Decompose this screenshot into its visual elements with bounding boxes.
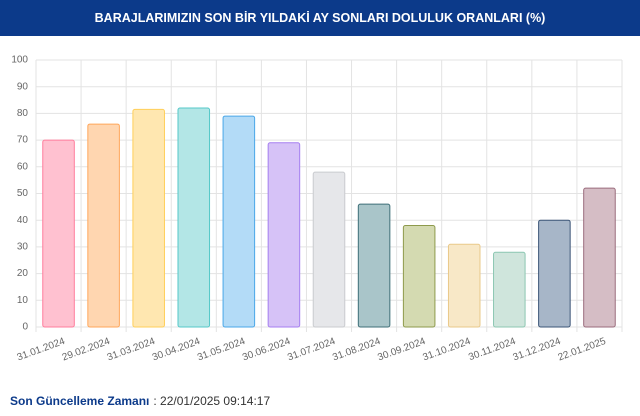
bar [493, 251, 526, 328]
y-tick-label: 20 [17, 268, 29, 279]
bar [42, 139, 75, 328]
bar [312, 171, 346, 328]
x-tick-label: 30.09.2024 [376, 336, 427, 364]
y-tick-label: 90 [17, 81, 29, 92]
y-tick-label: 60 [17, 161, 29, 172]
y-tick-label: 0 [22, 322, 28, 333]
footer: Son Güncelleme Zamanı: 22/01/2025 09:14:… [10, 394, 270, 408]
y-tick-label: 40 [17, 215, 29, 226]
x-tick-label: 22.01.2025 [557, 336, 608, 364]
bar [132, 108, 165, 328]
bar [87, 123, 120, 328]
x-tick-label: 31.05.2024 [196, 336, 247, 364]
y-tick-label: 10 [17, 295, 29, 306]
y-tick-label: 70 [17, 135, 29, 146]
x-tick-label: 30.06.2024 [241, 336, 292, 364]
bar [222, 115, 256, 328]
x-tick-label: 30.04.2024 [151, 336, 202, 364]
y-tick-label: 50 [17, 188, 29, 199]
y-tick-label: 100 [11, 55, 28, 66]
bar [583, 187, 616, 328]
bar [402, 225, 436, 328]
chart: 0 10 20 30 40 50 60 70 80 90 100 31.01.202429.02.20… [11, 55, 623, 364]
bar [447, 243, 481, 328]
bar [538, 219, 571, 328]
y-tick-label: 30 [17, 242, 29, 253]
x-tick-label: 31.10.2024 [421, 336, 472, 364]
bar [177, 107, 211, 328]
footer-value: : 22/01/2025 09:14:17 [153, 394, 271, 408]
x-tick-label: 31.01.2024 [16, 336, 67, 364]
x-tick-label: 29.02.2024 [61, 336, 112, 364]
y-tick-label: 80 [17, 108, 29, 119]
bar [267, 142, 301, 328]
footer-label: Son Güncelleme Zamanı [10, 394, 150, 408]
x-tick-label: 31.08.2024 [331, 336, 382, 364]
x-tick-label: 31.07.2024 [286, 336, 337, 364]
x-tick-label: 31.12.2024 [512, 336, 563, 364]
x-tick-label: 30.11.2024 [467, 336, 518, 363]
x-tick-label: 31.03.2024 [106, 336, 157, 364]
page-title: BARAJLARIMIZIN SON BİR YILDAKİ AY SONLAR… [0, 0, 640, 36]
bar [357, 203, 391, 328]
